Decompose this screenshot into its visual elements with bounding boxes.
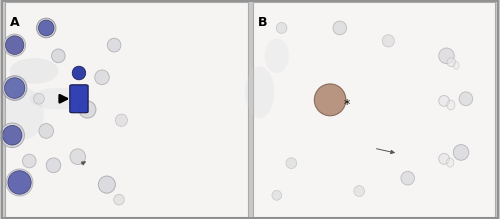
Ellipse shape (401, 171, 414, 185)
Ellipse shape (438, 48, 454, 64)
Ellipse shape (454, 62, 459, 69)
Ellipse shape (446, 158, 454, 167)
Ellipse shape (333, 21, 346, 35)
Ellipse shape (4, 78, 25, 98)
Ellipse shape (447, 58, 456, 67)
Ellipse shape (79, 101, 96, 118)
Text: B: B (258, 16, 267, 29)
Ellipse shape (2, 125, 22, 145)
Ellipse shape (38, 20, 54, 36)
Ellipse shape (5, 88, 44, 140)
Ellipse shape (108, 38, 121, 52)
Ellipse shape (438, 95, 450, 106)
Ellipse shape (98, 176, 116, 193)
Bar (252, 2, 495, 217)
Ellipse shape (22, 154, 36, 168)
Ellipse shape (10, 58, 58, 84)
Ellipse shape (6, 36, 24, 55)
Ellipse shape (382, 35, 394, 47)
Ellipse shape (4, 34, 26, 56)
Ellipse shape (116, 114, 128, 126)
Ellipse shape (52, 49, 65, 63)
Ellipse shape (286, 158, 296, 169)
Ellipse shape (0, 123, 24, 148)
Ellipse shape (314, 84, 346, 116)
Ellipse shape (46, 158, 61, 173)
Ellipse shape (34, 93, 44, 104)
Text: *: * (344, 98, 350, 111)
Ellipse shape (276, 23, 287, 33)
Ellipse shape (30, 88, 88, 110)
Ellipse shape (354, 186, 364, 196)
Ellipse shape (36, 18, 56, 38)
Ellipse shape (272, 191, 281, 200)
Ellipse shape (438, 154, 450, 164)
Ellipse shape (70, 149, 86, 164)
Text: A: A (10, 16, 20, 29)
Ellipse shape (114, 194, 124, 205)
Ellipse shape (454, 145, 469, 160)
Bar (5, 2, 248, 217)
Ellipse shape (39, 124, 54, 138)
Ellipse shape (245, 67, 274, 118)
Ellipse shape (72, 66, 86, 80)
Ellipse shape (264, 39, 289, 73)
Ellipse shape (6, 169, 33, 196)
FancyBboxPatch shape (70, 85, 88, 113)
Ellipse shape (2, 76, 27, 100)
Ellipse shape (447, 100, 455, 110)
Ellipse shape (459, 92, 472, 106)
Ellipse shape (94, 70, 110, 85)
Ellipse shape (8, 171, 31, 194)
